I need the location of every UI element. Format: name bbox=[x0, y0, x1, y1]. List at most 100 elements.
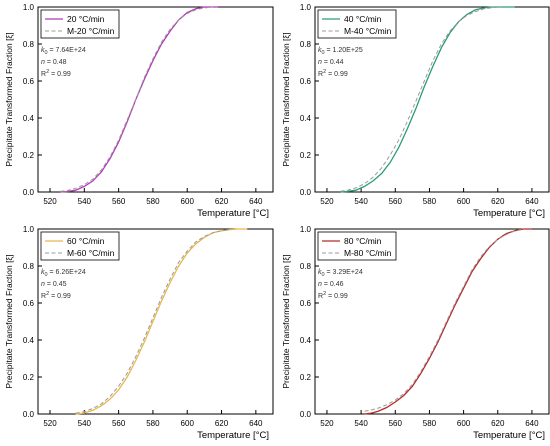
k0-symbol: k bbox=[41, 47, 45, 54]
x-axis-title: Temperature [°C] bbox=[473, 208, 545, 219]
legend-label: M-80 °C/min bbox=[344, 248, 392, 258]
x-tick-label: 580 bbox=[423, 197, 437, 206]
x-tick-label: 520 bbox=[43, 419, 57, 428]
legend-label: M-40 °C/min bbox=[344, 26, 392, 36]
k0-annotation: k0 = 1.20E+25 bbox=[318, 47, 363, 56]
fit-parameters: k0 = 6.26E+24 n = 0.45 R2 = 0.99 bbox=[41, 269, 86, 300]
x-axis-title: Temperature [°C] bbox=[197, 430, 269, 441]
r2-symbol: R bbox=[41, 293, 46, 300]
k0-subscript: 0 bbox=[322, 50, 325, 56]
model-series-line bbox=[340, 6, 502, 192]
legend: 20 °C/min M-20 °C/min bbox=[40, 9, 120, 39]
legend: 80 °C/min M-80 °C/min bbox=[317, 231, 397, 261]
x-tick-label: 560 bbox=[389, 419, 403, 428]
legend-label: M-60 °C/min bbox=[67, 248, 115, 258]
x-tick-label: 580 bbox=[146, 419, 160, 428]
legend-label: M-20 °C/min bbox=[67, 26, 115, 36]
y-axis-title: Precipitate Transformed Fraction [ξ] bbox=[4, 254, 14, 388]
y-tick-label: 0.4 bbox=[300, 114, 312, 123]
y-tick-label: 1.0 bbox=[300, 3, 312, 12]
x-tick-label: 540 bbox=[78, 419, 92, 428]
plot-frame bbox=[37, 228, 274, 415]
plot-frame bbox=[37, 6, 274, 193]
r2-annotation: R2 = 0.99 bbox=[41, 69, 71, 78]
y-tick-label: 0.6 bbox=[300, 77, 312, 86]
y-tick-label: 0.4 bbox=[300, 336, 312, 345]
y-tick-label: 0.2 bbox=[300, 373, 312, 382]
k0-annotation: k0 = 6.26E+24 bbox=[41, 269, 86, 278]
y-tick-label: 0.0 bbox=[300, 410, 312, 419]
chart-panel-1: 0.0 0.2 0.4 0.6 0.8 1.0 520 540 560 580 600 620 640 T… bbox=[4, 3, 274, 219]
k0-subscript: 0 bbox=[45, 50, 48, 56]
data-series-line bbox=[340, 6, 515, 193]
k0-value: = 6.26E+24 bbox=[48, 269, 86, 276]
r2-superscript: 2 bbox=[323, 69, 326, 75]
n-symbol: n bbox=[318, 59, 322, 66]
n-value: = 0.46 bbox=[322, 281, 344, 288]
x-tick-label: 520 bbox=[43, 197, 57, 206]
legend: 40 °C/min M-40 °C/min bbox=[317, 9, 397, 39]
k0-value: = 1.20E+25 bbox=[325, 47, 363, 54]
series-group bbox=[340, 6, 515, 193]
r2-annotation: R2 = 0.99 bbox=[41, 291, 71, 300]
x-tick-label: 520 bbox=[320, 197, 334, 206]
legend: 60 °C/min M-60 °C/min bbox=[40, 231, 120, 261]
chart-panel-4: 0.0 0.2 0.4 0.6 0.8 1.0 520 540 560 580 600 620 640 T… bbox=[281, 225, 550, 441]
n-annotation: n = 0.45 bbox=[41, 281, 67, 288]
k0-subscript: 0 bbox=[45, 272, 48, 278]
x-axis-title: Temperature [°C] bbox=[197, 208, 269, 219]
legend-label: 60 °C/min bbox=[67, 236, 105, 246]
x-tick-label: 640 bbox=[525, 197, 539, 206]
n-value: = 0.45 bbox=[45, 281, 67, 288]
y-tick-label: 0.6 bbox=[300, 299, 312, 308]
legend-label: 40 °C/min bbox=[344, 14, 382, 24]
n-annotation: n = 0.46 bbox=[318, 281, 344, 288]
y-tick-label: 1.0 bbox=[23, 225, 35, 234]
x-tick-label: 600 bbox=[181, 419, 195, 428]
model-series-line bbox=[75, 228, 231, 414]
n-annotation: n = 0.44 bbox=[318, 59, 344, 66]
x-tick-label: 580 bbox=[146, 197, 160, 206]
y-tick-label: 0.4 bbox=[23, 114, 35, 123]
y-axis-title: Precipitate Transformed Fraction [ξ] bbox=[281, 32, 291, 166]
r2-symbol: R bbox=[318, 71, 323, 78]
x-tick-label: 620 bbox=[215, 197, 229, 206]
legend-box bbox=[40, 231, 120, 261]
data-series-line bbox=[364, 228, 532, 415]
y-tick-label: 0.8 bbox=[23, 262, 35, 271]
model-series-line bbox=[364, 228, 524, 412]
x-tick-label: 640 bbox=[249, 197, 263, 206]
n-symbol: n bbox=[41, 59, 45, 66]
r2-superscript: 2 bbox=[46, 291, 49, 297]
n-value: = 0.48 bbox=[45, 59, 67, 66]
model-series-line bbox=[60, 6, 214, 192]
x-tick-label: 580 bbox=[423, 419, 437, 428]
r2-value: = 0.99 bbox=[326, 71, 348, 78]
r2-value: = 0.99 bbox=[49, 71, 71, 78]
r2-value: = 0.99 bbox=[49, 293, 71, 300]
legend-box bbox=[317, 9, 397, 39]
r2-symbol: R bbox=[41, 71, 46, 78]
legend-label: 80 °C/min bbox=[344, 236, 382, 246]
k0-annotation: k0 = 7.64E+24 bbox=[41, 47, 86, 56]
legend-box bbox=[317, 231, 397, 261]
x-tick-label: 640 bbox=[525, 419, 539, 428]
n-value: = 0.44 bbox=[322, 59, 344, 66]
y-tick-label: 0.4 bbox=[23, 336, 35, 345]
legend-label: 20 °C/min bbox=[67, 14, 105, 24]
k0-symbol: k bbox=[318, 47, 322, 54]
k0-value: = 3.29E+24 bbox=[325, 269, 363, 276]
x-tick-label: 540 bbox=[354, 197, 368, 206]
y-tick-label: 0.0 bbox=[23, 188, 35, 197]
y-tick-label: 0.6 bbox=[23, 77, 35, 86]
k0-subscript: 0 bbox=[322, 272, 325, 278]
chart-panel-3: 0.0 0.2 0.4 0.6 0.8 1.0 520 540 560 580 600 620 640 T… bbox=[4, 225, 274, 441]
plot-frame bbox=[314, 228, 550, 415]
x-tick-label: 560 bbox=[112, 419, 126, 428]
x-tick-label: 620 bbox=[491, 419, 505, 428]
series-group bbox=[75, 228, 248, 415]
chart-panel-2: 0.0 0.2 0.4 0.6 0.8 1.0 520 540 560 580 600 620 640 T… bbox=[281, 3, 550, 219]
